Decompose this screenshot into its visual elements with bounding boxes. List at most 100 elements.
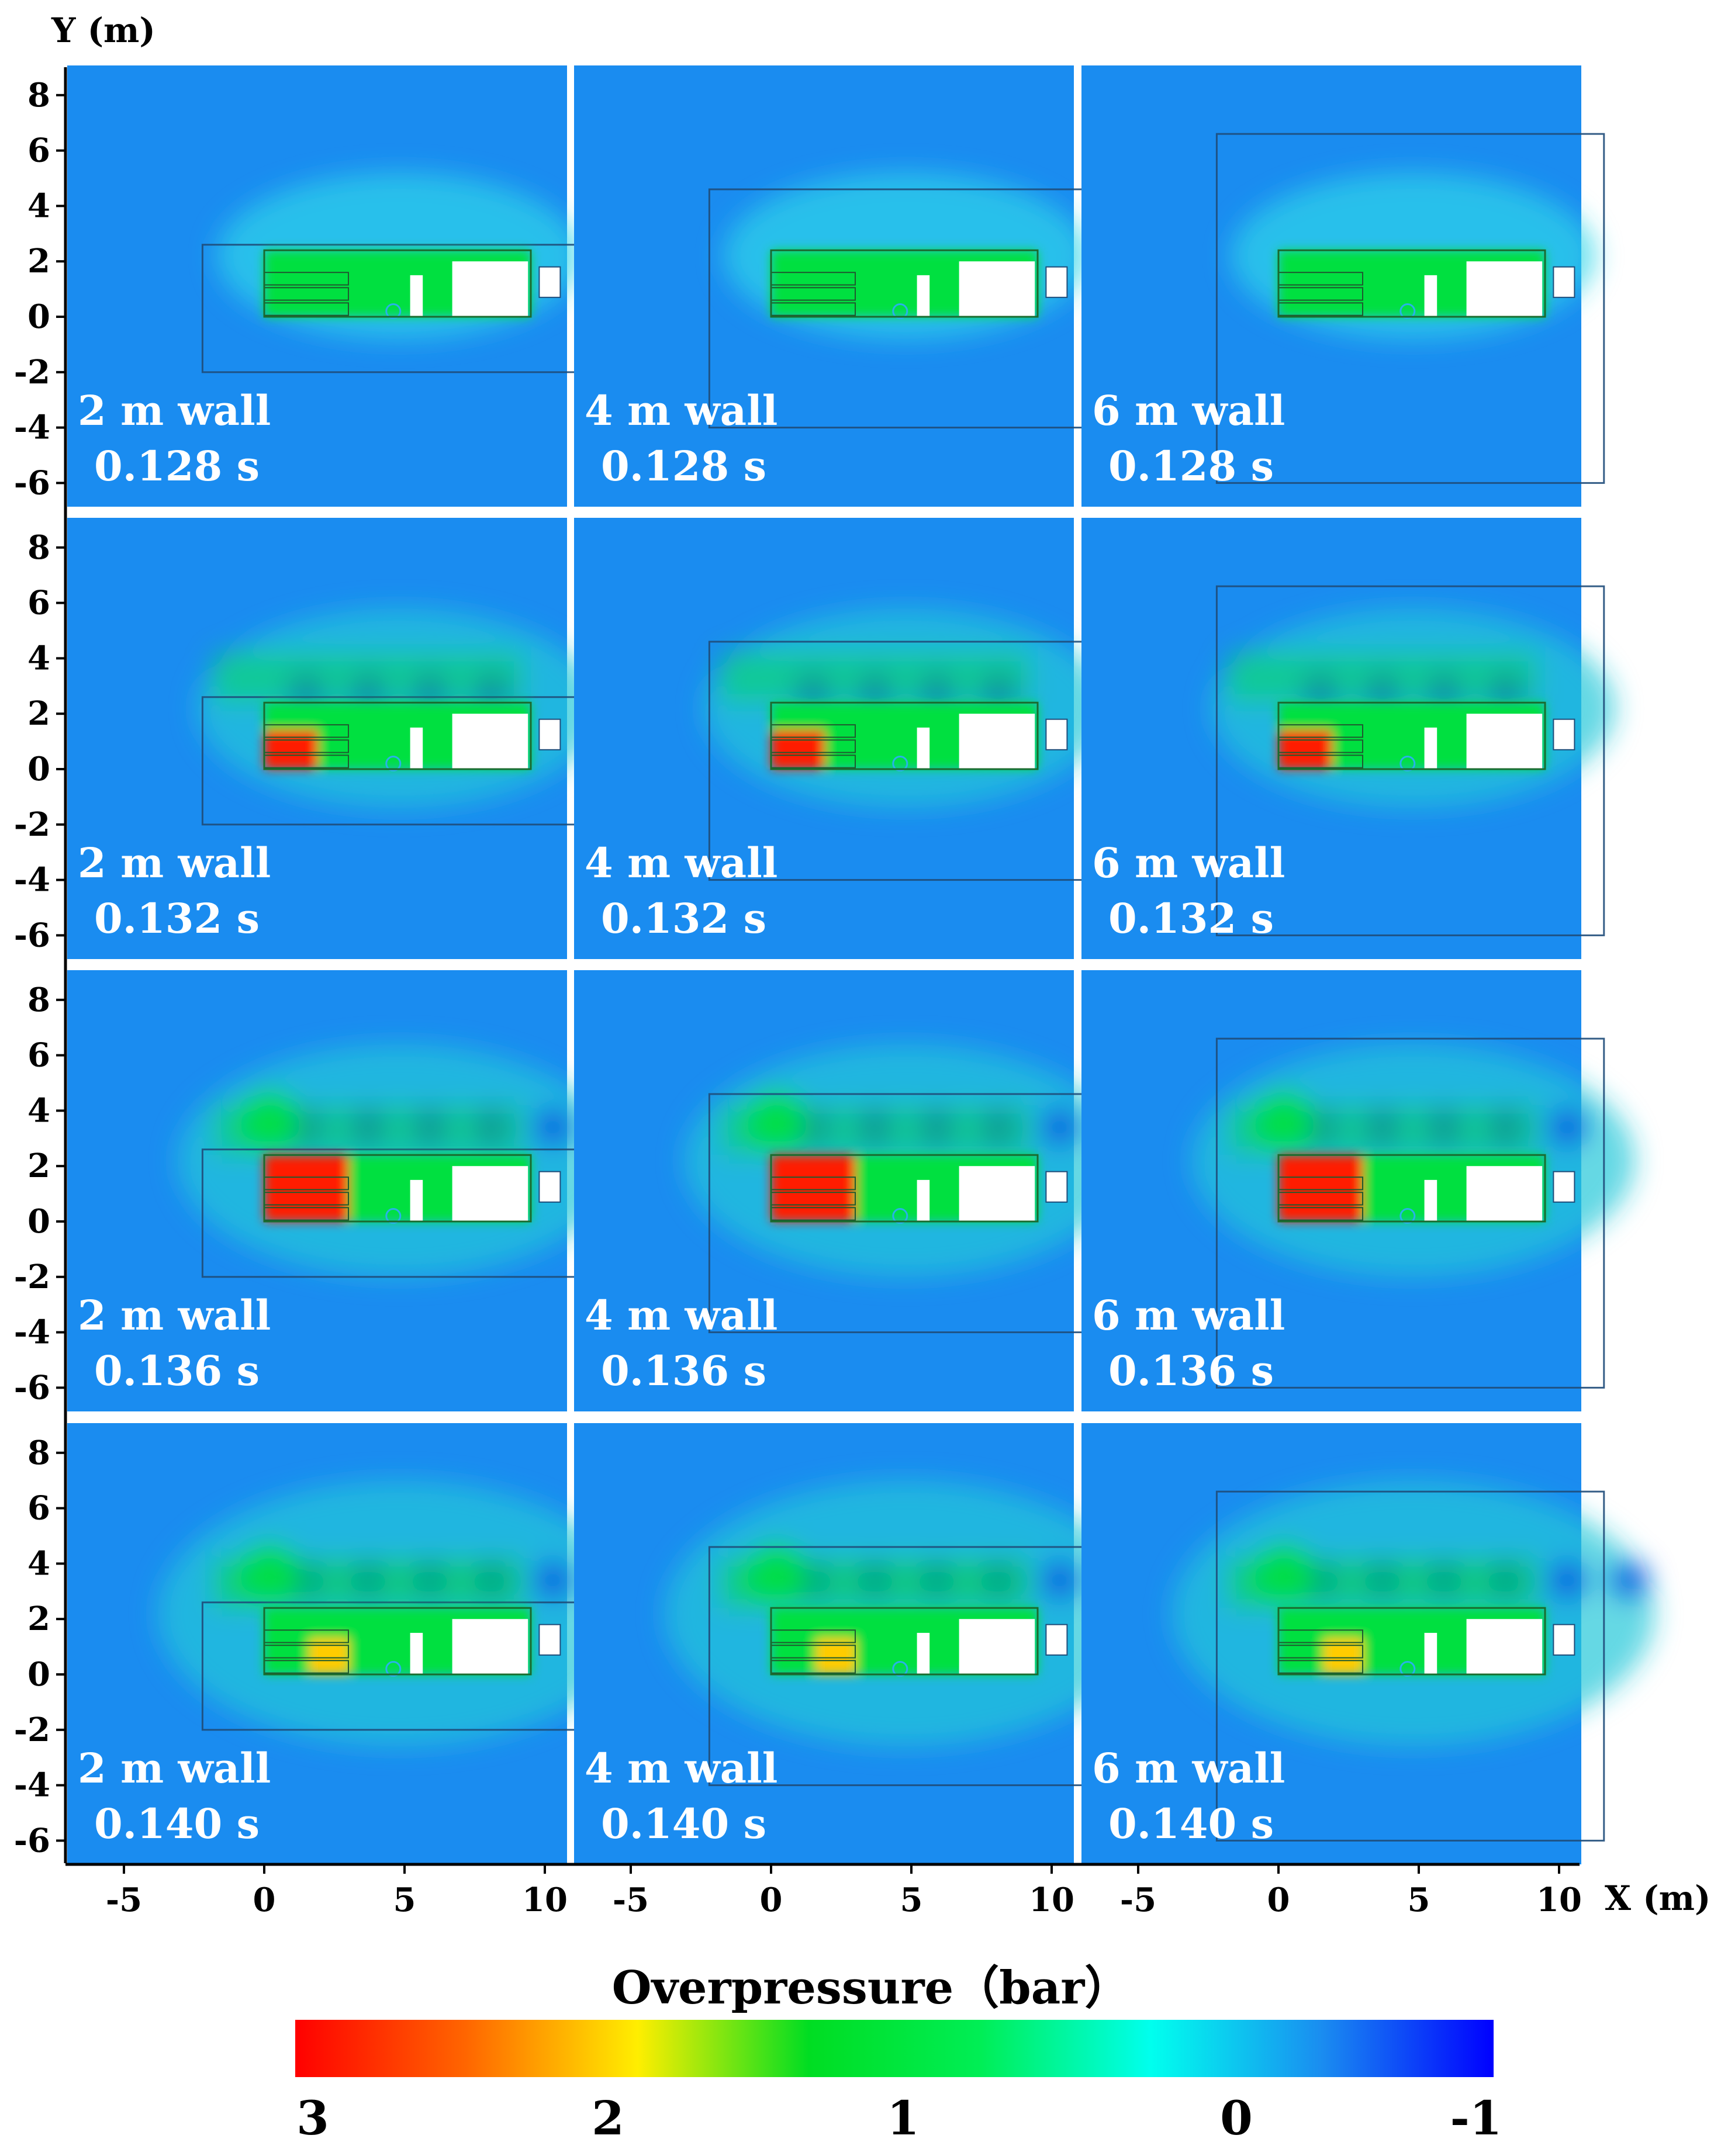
y-tick-label: 6 [27,1489,50,1528]
y-tick-label: 8 [27,528,50,567]
y-tick-label: 0 [27,750,50,788]
y-tick-label: 8 [27,76,50,115]
equipment-room [1466,714,1543,769]
high-pressure-zone [264,730,318,769]
colorbar-title: Overpressure（bar） [612,1961,1131,2015]
external-box [1553,1624,1575,1656]
panel-wall-label: 2 m wall [78,386,271,435]
container-outline [263,701,532,770]
panel-time-label: 0.132 s [1108,894,1274,943]
jet-plume [239,1544,301,1606]
panel-grid: 2 m wall 0.128 s 4 m wall 0.128 s 6 m wall 0.… [67,65,1655,1864]
y-tick-label: -2 [14,805,50,844]
container-outline [1277,701,1546,770]
equipment-room [959,714,1035,769]
overpressure-band [1228,652,1537,703]
y-tick-label: 4 [27,639,50,677]
door [917,1179,930,1221]
y-tick-label: 8 [27,1434,50,1472]
gauge [385,303,402,320]
colorbar-tick-label: 0 [1220,2091,1253,2145]
contour-panel: 4 m wall 0.140 s [574,1423,1148,1864]
low-pressure-zone [1547,1108,1587,1147]
external-box [538,266,561,298]
colorbar: Overpressure（bar） 3 2 1 0 -1 [295,1961,1502,2145]
x-axis: X (m) -5 0 5 10 -5 0 5 10 -5 0 5 10 [65,1863,1710,1919]
equipment-room [452,714,528,769]
container [770,1607,1039,1677]
gauge [892,756,908,772]
gauge [1399,303,1416,320]
external-box [538,718,561,750]
high-pressure-zone [1323,1638,1363,1674]
wall-outline [1215,1037,1605,1389]
gauge [385,1661,402,1677]
colorbar-tick-label: 1 [887,2091,920,2145]
low-pressure-zone [1547,1560,1587,1600]
door [917,1632,930,1674]
y-tick-label: -6 [14,463,50,502]
panel-wall-label: 2 m wall [78,839,271,887]
container-outline [770,701,1039,770]
wall-outline [1215,585,1605,936]
container [1277,249,1546,320]
contour-panel: 2 m wall 0.132 s [67,518,601,959]
external-box [1553,718,1575,750]
panel-wall-label: 4 m wall [585,1291,777,1340]
x-tick-label: 0 [1267,1881,1290,1919]
equipment-room [452,261,528,317]
panel-time-label: 0.136 s [94,1347,260,1395]
contour-panel: 2 m wall 0.140 s [67,1423,641,1864]
y-tick-label: -6 [14,1821,50,1860]
x-tick-label: -5 [613,1881,649,1919]
low-pressure-zone [1040,1560,1080,1600]
equipment-room [959,261,1035,317]
container-outline [263,1154,532,1223]
high-pressure-zone [771,730,825,769]
gauge [1399,1661,1416,1677]
gauge [385,1208,402,1224]
door [1424,1179,1437,1221]
x-tick-label: -5 [1120,1881,1156,1919]
colorbar-gradient [295,2020,1494,2077]
y-tick-label: -2 [14,1258,50,1296]
external-box [1045,1624,1068,1656]
x-axis-title: X (m) [1605,1878,1710,1918]
panel-wall-label: 2 m wall [78,1744,271,1792]
container [1277,1154,1546,1224]
x-tick-label: 5 [393,1881,416,1919]
low-pressure-zone [533,1108,573,1147]
panel-wall-label: 6 m wall [1092,1291,1285,1340]
wall-outline [1215,1490,1605,1842]
container [263,1607,532,1677]
high-pressure-zone [1278,1155,1363,1221]
gauge [892,1661,908,1677]
container-outline [770,249,1039,318]
equipment-room [1466,1166,1543,1221]
x-tick-label: 10 [522,1881,568,1919]
contour-panel: 2 m wall 0.128 s [67,65,591,507]
external-box [538,1624,561,1656]
y-tick-label: -4 [14,409,50,447]
gauge [1399,1208,1416,1224]
x-tick-label: 0 [760,1881,783,1919]
x-tick-label: 10 [1029,1881,1074,1919]
panel-wall-label: 2 m wall [78,1291,271,1340]
door [410,727,423,769]
y-tick-label: 2 [27,242,50,281]
y-tick-label: 2 [27,1600,50,1638]
container-outline [770,1607,1039,1676]
door [410,1179,423,1221]
panel-wall-label: 4 m wall [585,386,777,435]
jet-plume [745,1544,808,1606]
high-pressure-zone [771,1155,855,1221]
y-tick-label: 4 [27,1544,50,1583]
container [263,249,532,320]
y-tick-label: -4 [14,861,50,899]
y-tick-label: 2 [27,694,50,733]
equipment-room [959,1166,1035,1221]
door [1424,727,1437,769]
container [263,701,532,772]
external-box [1045,718,1068,750]
